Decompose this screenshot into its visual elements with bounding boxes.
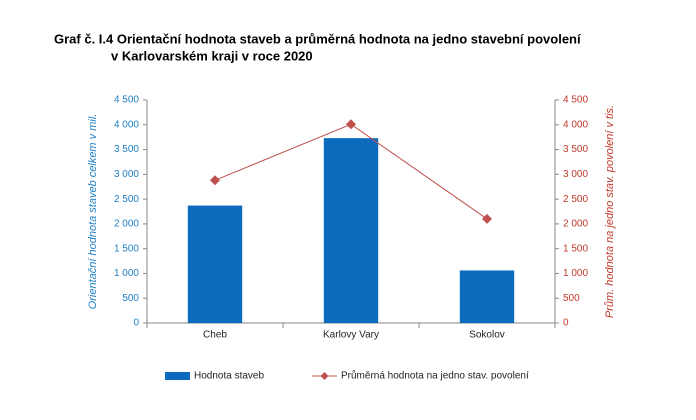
y2-tick-label: 0 [563, 318, 569, 329]
y2-tick-label: 500 [563, 293, 580, 304]
y2-tick-label: 4 000 [563, 119, 588, 130]
y-tick-label: 3 000 [114, 169, 139, 180]
chart-title-line: v Karlovarském kraji v roce 2020 [111, 48, 313, 63]
bar [459, 270, 515, 323]
y-tick-label: 4 500 [114, 95, 139, 106]
y-axis-title: Orientační hodnota staveb celkem v mil. [87, 114, 99, 310]
y-tick-label: 500 [122, 293, 139, 304]
y-tick-label: 3 500 [114, 144, 139, 155]
y-tick-label: 2 000 [114, 219, 139, 230]
marker [482, 213, 492, 224]
marker [210, 175, 220, 186]
y-tick-label: 1 500 [114, 243, 139, 254]
y-tick-label: 0 [133, 318, 139, 329]
y2-tick-label: 3 000 [563, 169, 588, 180]
legend-marker [320, 372, 329, 380]
y2-tick-label: 2 500 [563, 194, 588, 205]
y2-tick-label: 1 000 [563, 268, 588, 279]
y2-tick-label: 3 500 [563, 144, 588, 155]
x-tick-label: Sokolov [469, 330, 505, 341]
y2-tick-label: 2 000 [563, 219, 588, 230]
legend-label: Hodnota staveb [194, 371, 264, 382]
bar [187, 205, 243, 323]
legend-swatch [165, 372, 190, 380]
y-tick-label: 2 500 [114, 194, 139, 205]
legend-label: Průměrná hodnota na jedno stav. povolení [341, 370, 529, 382]
x-tick-label: Karlovy Vary [323, 330, 379, 341]
bar [323, 138, 379, 323]
y2-axis-title: Prům. hodnota na jedno stav. povolení v … [604, 105, 616, 318]
y-tick-label: 4 000 [114, 119, 139, 130]
chart-title-line: Graf č. I.4 Orientační hodnota staveb a … [54, 31, 581, 46]
y2-tick-label: 4 500 [563, 95, 588, 106]
y-tick-label: 1 000 [114, 268, 139, 279]
x-tick-label: Cheb [203, 330, 227, 341]
y2-tick-label: 1 500 [563, 243, 588, 254]
marker [346, 119, 356, 130]
